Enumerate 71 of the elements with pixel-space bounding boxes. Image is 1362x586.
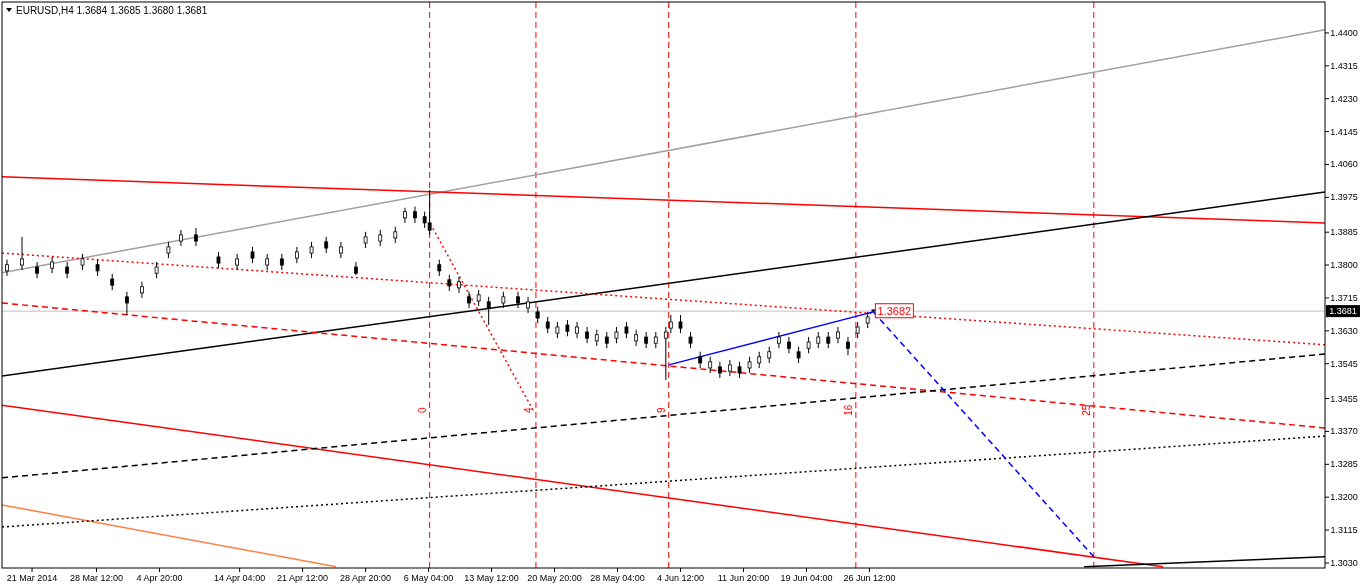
candlestick — [575, 321, 579, 339]
y-tick-label: 1.3545 — [1330, 358, 1358, 369]
x-tick-label: 21 Apr 12:00 — [277, 573, 329, 583]
candlestick — [179, 229, 183, 247]
candlestick — [294, 246, 299, 264]
candlestick — [486, 296, 491, 326]
candlestick — [668, 314, 673, 334]
annotation: 25 — [1080, 404, 1092, 416]
candlestick — [663, 326, 668, 381]
x-tick-label: 28 Mar 12:00 — [69, 573, 123, 583]
candlestick — [836, 326, 840, 344]
y-tick-label: 1.3885 — [1330, 227, 1358, 238]
y-tick-label: 1.4230 — [1330, 93, 1358, 104]
x-tick-label: 13 May 12:00 — [464, 573, 519, 583]
annotation: 9 — [655, 406, 667, 413]
y-tick-label: 1.3630 — [1330, 325, 1358, 336]
y-tick-label: 1.4145 — [1330, 126, 1358, 137]
y-tick-label: 1.3975 — [1330, 192, 1358, 203]
y-tick-label: 1.4400 — [1330, 27, 1358, 38]
candlestick — [526, 296, 530, 314]
y-tick-label: 1.3030 — [1330, 557, 1358, 568]
annotation: 1.3682 — [877, 304, 912, 317]
candlestick — [338, 241, 343, 259]
y-tick-label: 1.3200 — [1330, 492, 1358, 503]
chart-title: EURUSD,H4 1.3684 1.3685 1.3680 1.3681 — [16, 5, 208, 16]
candlestick — [140, 281, 144, 299]
candlestick — [65, 261, 70, 279]
candlestick — [5, 259, 9, 277]
candlestick — [235, 253, 240, 271]
x-tick-label: 28 May 04:00 — [590, 573, 645, 583]
candlestick — [585, 326, 589, 344]
candlestick — [194, 227, 198, 247]
candlestick — [777, 331, 781, 349]
x-tick-label: 28 Apr 20:00 — [340, 573, 392, 583]
y-tick-label: 1.3115 — [1330, 525, 1358, 536]
ref-line-label: 1.3681 — [1329, 306, 1357, 317]
y-tick-label: 1.4315 — [1330, 60, 1358, 71]
x-tick-label: 11 Jun 20:00 — [717, 573, 770, 583]
x-tick-label: 21 Mar 2014 — [6, 573, 58, 583]
y-tick-label: 1.4060 — [1330, 159, 1358, 170]
candlestick — [787, 336, 791, 354]
y-tick-label: 1.3455 — [1330, 393, 1358, 404]
candlestick — [457, 276, 461, 294]
candlestick — [516, 291, 520, 309]
candlestick — [20, 236, 24, 271]
x-tick-label: 4 Apr 20:00 — [136, 573, 183, 583]
candlestick — [727, 359, 732, 377]
x-tick-label: 19 Jun 04:00 — [780, 573, 833, 583]
x-tick-label: 20 May 20:00 — [527, 573, 582, 583]
candlestick — [467, 291, 471, 309]
y-tick-label: 1.3800 — [1330, 260, 1358, 271]
candlestick — [403, 207, 407, 224]
candlestick — [644, 331, 649, 349]
candlestick — [846, 336, 850, 356]
candlestick — [413, 206, 417, 224]
candlestick — [124, 291, 129, 316]
annotation: 0 — [416, 406, 428, 413]
candlestick — [35, 261, 39, 279]
x-tick-label: 6 May 04:00 — [403, 573, 454, 583]
y-tick-label: 1.3715 — [1330, 292, 1358, 303]
annotation: 4 — [522, 406, 534, 413]
x-tick-label: 14 Apr 04:00 — [214, 573, 266, 583]
y-tick-label: 1.3370 — [1330, 426, 1358, 437]
x-tick-label: 26 Jun 12:00 — [843, 573, 896, 583]
candlestick — [678, 314, 683, 334]
candlestick — [717, 361, 722, 379]
candlestick — [50, 256, 54, 274]
y-tick-label: 1.3285 — [1330, 459, 1358, 470]
x-tick-label: 4 Jun 12:00 — [656, 573, 705, 583]
candlestick — [634, 329, 639, 347]
annotation: 16 — [842, 404, 854, 416]
